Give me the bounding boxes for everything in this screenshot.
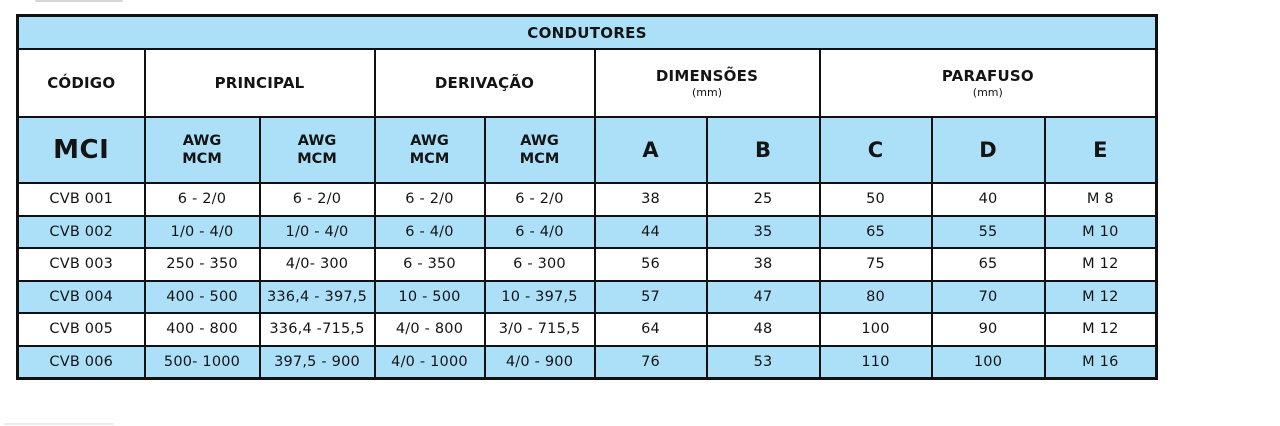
cell-principal-1: 400 - 800 [143, 312, 261, 347]
cell-par-d: 100 [930, 344, 1046, 380]
column-header-e: E [1043, 116, 1158, 184]
cell-derivacao-1: 4/0 - 1000 [373, 344, 486, 380]
group-header-row: CÓDIGO PRINCIPAL DERIVAÇÃO DIMENSÕES (mm… [16, 48, 1158, 118]
cell-par-c: 110 [818, 344, 933, 380]
cell-principal-1: 6 - 2/0 [143, 182, 261, 217]
column-header-a: A [593, 116, 708, 184]
table-row-cvb-001: CVB 001 6 - 2/0 6 - 2/0 6 - 2/0 6 - 2/0 … [16, 182, 1158, 217]
group-header-codigo: CÓDIGO [16, 48, 146, 118]
table-title-row: CONDUTORES [16, 14, 1158, 50]
cell-par-c: 65 [818, 214, 933, 249]
cell-principal-2: 336,4 - 397,5 [258, 279, 376, 314]
table-row-cvb-002: CVB 002 1/0 - 4/0 1/0 - 4/0 6 - 4/0 6 - … [16, 214, 1158, 249]
cell-derivacao-2: 10 - 397,5 [483, 279, 596, 314]
cell-codigo: CVB 002 [16, 214, 146, 249]
table-row-cvb-004: CVB 004 400 - 500 336,4 - 397,5 10 - 500… [16, 279, 1158, 314]
table-row-cvb-006: CVB 006 500- 1000 397,5 - 900 4/0 - 1000… [16, 344, 1158, 380]
column-header-awg-3: AWG MCM [373, 116, 486, 184]
cell-dim-b: 38 [705, 247, 821, 282]
cell-par-e: M 10 [1043, 214, 1158, 249]
cell-codigo: CVB 006 [16, 344, 146, 380]
cell-codigo: CVB 005 [16, 312, 146, 347]
cell-derivacao-2: 6 - 4/0 [483, 214, 596, 249]
cell-dim-a: 76 [593, 344, 708, 380]
page-edge-artifact-top [35, 0, 123, 2]
cell-codigo: CVB 004 [16, 279, 146, 314]
cell-derivacao-1: 4/0 - 800 [373, 312, 486, 347]
group-header-principal: PRINCIPAL [143, 48, 376, 118]
column-header-awg-2: AWG MCM [258, 116, 376, 184]
cell-dim-b: 53 [705, 344, 821, 380]
cell-dim-a: 57 [593, 279, 708, 314]
column-header-c: C [818, 116, 933, 184]
group-label: CÓDIGO [47, 74, 116, 92]
group-header-derivacao: DERIVAÇÃO [373, 48, 596, 118]
cell-dim-b: 47 [705, 279, 821, 314]
cell-principal-2: 397,5 - 900 [258, 344, 376, 380]
cell-principal-1: 400 - 500 [143, 279, 261, 314]
cell-dim-b: 35 [705, 214, 821, 249]
table-row-cvb-005: CVB 005 400 - 800 336,4 -715,5 4/0 - 800… [16, 312, 1158, 347]
cell-par-d: 90 [930, 312, 1046, 347]
group-unit: (mm) [691, 86, 722, 99]
cell-par-e: M 12 [1043, 247, 1158, 282]
cell-par-e: M 8 [1043, 182, 1158, 217]
cell-dim-b: 48 [705, 312, 821, 347]
cell-codigo: CVB 003 [16, 247, 146, 282]
group-label: DERIVAÇÃO [434, 74, 535, 92]
cell-derivacao-1: 6 - 4/0 [373, 214, 486, 249]
cell-par-e: M 16 [1043, 344, 1158, 380]
column-header-d: D [930, 116, 1046, 184]
column-header-mci: MCI [16, 116, 146, 184]
column-header-row: MCI AWG MCM AWG MCM AWG MCM AWG MCM A B … [16, 116, 1158, 184]
table-row-cvb-003: CVB 003 250 - 350 4/0- 300 6 - 350 6 - 3… [16, 247, 1158, 282]
cell-derivacao-1: 10 - 500 [373, 279, 486, 314]
cell-dim-a: 44 [593, 214, 708, 249]
group-unit: (mm) [972, 86, 1003, 99]
group-header-dimensoes: DIMENSÕES (mm) [593, 48, 821, 118]
cell-principal-1: 500- 1000 [143, 344, 261, 380]
cell-derivacao-2: 3/0 - 715,5 [483, 312, 596, 347]
cell-par-c: 100 [818, 312, 933, 347]
cell-principal-2: 6 - 2/0 [258, 182, 376, 217]
cell-dim-b: 25 [705, 182, 821, 217]
cell-principal-1: 1/0 - 4/0 [143, 214, 261, 249]
cell-derivacao-2: 6 - 300 [483, 247, 596, 282]
cell-principal-2: 336,4 -715,5 [258, 312, 376, 347]
cell-par-d: 70 [930, 279, 1046, 314]
condutores-spec-table: CONDUTORES CÓDIGO PRINCIPAL DERIVAÇÃO DI… [16, 14, 1159, 380]
table-title: CONDUTORES [16, 14, 1158, 50]
cell-par-e: M 12 [1043, 279, 1158, 314]
cell-dim-a: 38 [593, 182, 708, 217]
cell-principal-1: 250 - 350 [143, 247, 261, 282]
cell-par-d: 65 [930, 247, 1046, 282]
column-header-b: B [705, 116, 821, 184]
cell-dim-a: 64 [593, 312, 708, 347]
cell-par-c: 75 [818, 247, 933, 282]
cell-derivacao-1: 6 - 350 [373, 247, 486, 282]
cell-par-c: 80 [818, 279, 933, 314]
cell-par-d: 55 [930, 214, 1046, 249]
group-label: PARAFUSO [941, 67, 1034, 85]
cell-derivacao-2: 6 - 2/0 [483, 182, 596, 217]
cell-codigo: CVB 001 [16, 182, 146, 217]
cell-derivacao-1: 6 - 2/0 [373, 182, 486, 217]
column-header-awg-4: AWG MCM [483, 116, 596, 184]
cell-dim-a: 56 [593, 247, 708, 282]
cell-derivacao-2: 4/0 - 900 [483, 344, 596, 380]
group-label: DIMENSÕES [655, 67, 759, 85]
group-label: PRINCIPAL [214, 74, 305, 92]
page-edge-artifact-bottom [4, 423, 114, 425]
cell-par-d: 40 [930, 182, 1046, 217]
cell-par-c: 50 [818, 182, 933, 217]
cell-par-e: M 12 [1043, 312, 1158, 347]
cell-principal-2: 4/0- 300 [258, 247, 376, 282]
cell-principal-2: 1/0 - 4/0 [258, 214, 376, 249]
column-header-awg-1: AWG MCM [143, 116, 261, 184]
group-header-parafuso: PARAFUSO (mm) [818, 48, 1158, 118]
